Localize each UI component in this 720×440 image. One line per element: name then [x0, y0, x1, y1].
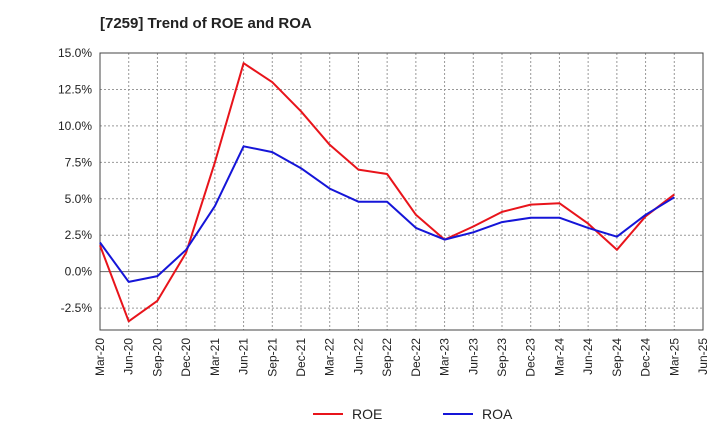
- y-tick-label: 12.5%: [58, 82, 92, 96]
- y-tick-label: 5.0%: [65, 192, 93, 206]
- axes: [99, 52, 704, 331]
- x-tick-label: Mar-20: [93, 338, 107, 376]
- plot-border: [99, 52, 704, 331]
- x-tick-label: Jun-24: [581, 338, 595, 375]
- y-tick-labels: 15.0% 12.5% 10.0% 7.5% 5.0% 2.5% 0.0% -2.5%: [58, 46, 92, 315]
- x-tick-label: Mar-25: [667, 338, 681, 376]
- y-tick-label: 7.5%: [65, 155, 93, 169]
- x-tick-label: Sep-20: [150, 338, 164, 377]
- y-tick-label: 15.0%: [58, 46, 92, 60]
- series-line-roa: [99, 145, 675, 283]
- y-tick-label: 2.5%: [65, 228, 93, 242]
- x-tick-label: Mar-21: [208, 338, 222, 376]
- legend-label-roe: ROE: [352, 406, 382, 422]
- series-line-roe: [99, 62, 675, 323]
- x-tick-label: Dec-21: [294, 338, 308, 377]
- legend: ROE ROA: [313, 406, 513, 422]
- x-tick-label: Mar-22: [323, 338, 337, 376]
- x-tick-label: Dec-22: [409, 338, 423, 377]
- x-tick-label: Dec-24: [639, 338, 653, 377]
- x-tick-label: Mar-23: [438, 338, 452, 376]
- x-tick-label: Jun-22: [351, 338, 365, 375]
- x-tick-label: Jun-23: [466, 338, 480, 375]
- y-tick-label: 10.0%: [58, 119, 92, 133]
- chart-title: [7259] Trend of ROE and ROA: [100, 15, 312, 32]
- x-tick-label: Jun-25: [696, 338, 710, 375]
- y-tick-label: 0.0%: [65, 265, 93, 279]
- legend-label-roa: ROA: [482, 406, 513, 422]
- x-tick-label: Jun-21: [237, 338, 251, 375]
- x-tick-label: Dec-20: [179, 338, 193, 377]
- plot-area: [100, 53, 703, 330]
- y-tick-label: -2.5%: [61, 301, 93, 315]
- x-tick-label: Sep-21: [265, 338, 279, 377]
- plot-background: [100, 53, 703, 330]
- x-tick-label: Mar-24: [552, 338, 566, 376]
- x-tick-label: Sep-22: [380, 338, 394, 377]
- x-tick-label: Sep-24: [610, 338, 624, 377]
- x-tick-label: Sep-23: [495, 338, 509, 377]
- series-lines: [99, 62, 675, 323]
- x-tick-label: Jun-20: [122, 338, 136, 375]
- x-tick-label: Dec-23: [524, 338, 538, 377]
- x-tick-labels: Mar-20 Jun-20 Sep-20 Dec-20 Mar-21 Jun-21 Sep-…: [93, 338, 710, 377]
